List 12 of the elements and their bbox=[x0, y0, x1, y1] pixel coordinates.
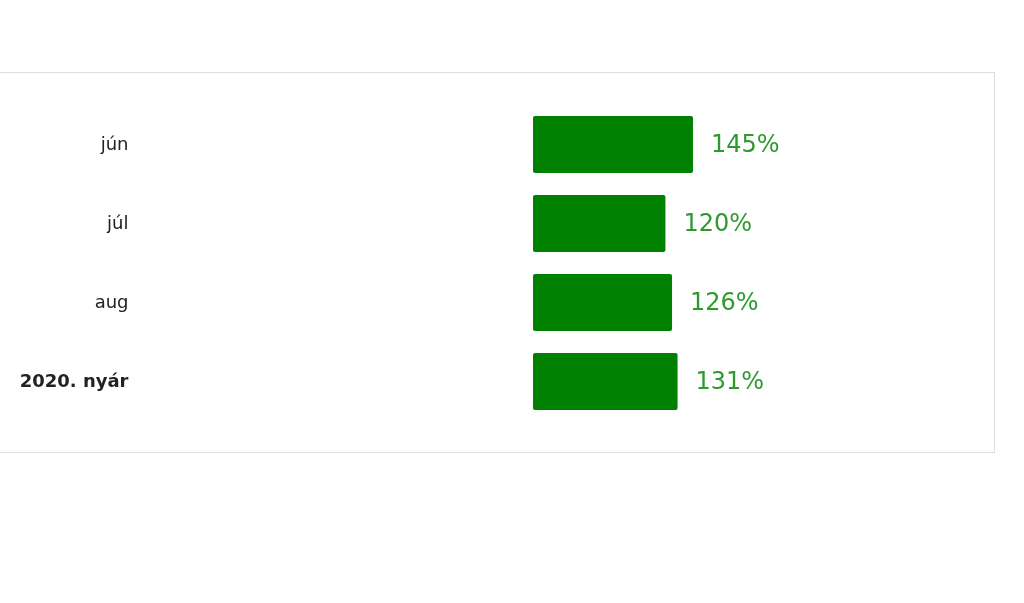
y-tick-label: aug bbox=[94, 290, 129, 312]
bar bbox=[533, 116, 693, 173]
bar bbox=[533, 274, 673, 331]
data-label: 120% bbox=[683, 208, 753, 237]
data-label: 126% bbox=[690, 287, 759, 316]
data-label: 145% bbox=[711, 129, 780, 158]
y-tick-label: 2020. nyár bbox=[19, 369, 129, 391]
data-label: 131% bbox=[695, 366, 765, 395]
bar bbox=[533, 353, 678, 410]
y-tick-label: jún bbox=[99, 132, 129, 154]
y-tick-label: júl bbox=[106, 211, 129, 233]
bar bbox=[533, 195, 666, 252]
